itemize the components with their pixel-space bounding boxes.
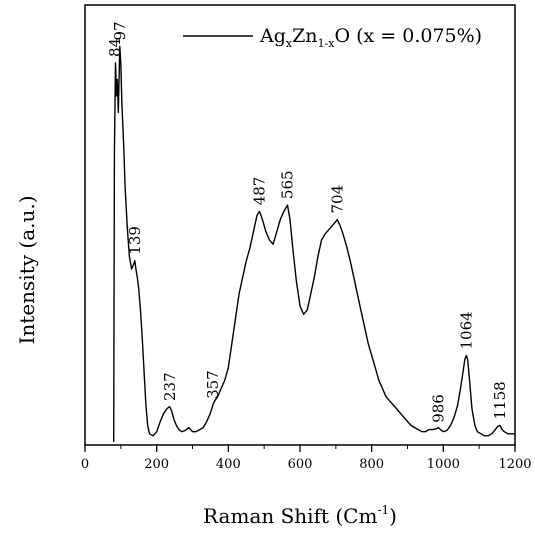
x-axis-label-close: ) bbox=[389, 504, 397, 528]
peak-label-704: 704 bbox=[328, 185, 346, 214]
legend-part-0: Ag bbox=[259, 25, 286, 47]
legend-part-3: 1-x bbox=[318, 37, 336, 50]
peak-label-487: 487 bbox=[251, 177, 269, 206]
series-line-agznO bbox=[112, 45, 515, 443]
legend-part-2: Zn bbox=[292, 25, 317, 47]
legend: AgxZn1-xO (x = 0.075%) bbox=[183, 25, 482, 50]
peak-label-1064: 1064 bbox=[457, 311, 475, 349]
x-tick-label-800: 800 bbox=[359, 457, 384, 472]
x-tick-label-600: 600 bbox=[288, 457, 313, 472]
legend-part-1: x bbox=[286, 37, 293, 50]
x-tick-label-400: 400 bbox=[216, 457, 241, 472]
peak-label-84: 84 bbox=[106, 38, 124, 57]
peak-label-237: 237 bbox=[161, 372, 179, 401]
legend-part-4: O (x = 0.075%) bbox=[334, 25, 482, 47]
x-axis-label: Raman Shift (Cm-1) bbox=[203, 503, 397, 528]
peak-label-986: 986 bbox=[429, 394, 447, 423]
x-axis-label-sup: -1 bbox=[377, 503, 389, 517]
x-tick-labels: 0 200 400 600 800 1000 1200 bbox=[81, 457, 532, 472]
peak-label-1158: 1158 bbox=[491, 381, 509, 419]
peak-label-97: 97 bbox=[111, 21, 129, 40]
peak-label-565: 565 bbox=[279, 170, 297, 199]
x-axis-label-main: Raman Shift (Cm bbox=[203, 504, 377, 528]
plot-frame bbox=[84, 4, 516, 446]
x-ticks bbox=[84, 445, 516, 452]
y-axis-label: Intensity (a.u.) bbox=[15, 195, 39, 344]
x-tick-label-1200: 1200 bbox=[498, 457, 531, 472]
peak-label-357: 357 bbox=[204, 370, 222, 399]
x-tick-label-1000: 1000 bbox=[427, 457, 460, 472]
x-tick-label-0: 0 bbox=[81, 457, 89, 472]
peak-label-139: 139 bbox=[126, 226, 144, 255]
legend-label: AgxZn1-xO (x = 0.075%) bbox=[259, 25, 482, 50]
x-tick-label-200: 200 bbox=[144, 457, 169, 472]
